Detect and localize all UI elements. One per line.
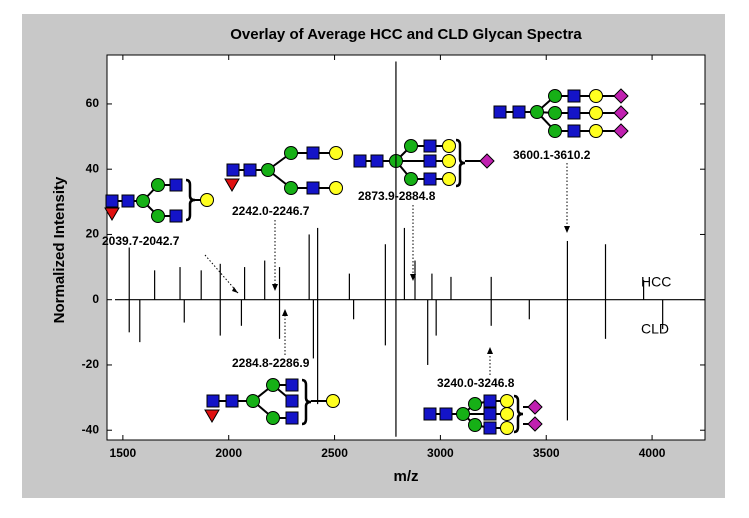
annotation: 2039.7-2042.7 [102, 234, 180, 248]
annotation: 3600.1-3610.2 [513, 148, 591, 162]
glycan-circle [548, 106, 562, 120]
x-tick-label: 2500 [321, 446, 348, 460]
glycan-diamond [613, 105, 629, 121]
annotation: 2242.0-2246.7 [232, 204, 310, 218]
glycan-circle [468, 397, 482, 411]
glycan-square [285, 394, 299, 408]
glycan-square [567, 89, 581, 103]
glycan-circle [530, 105, 544, 119]
glycan-circle [329, 146, 343, 160]
glycan-circle [151, 178, 165, 192]
glycan-circle [442, 139, 456, 153]
series-label: CLD [641, 321, 669, 337]
glycan-circle [468, 418, 482, 432]
glycan-square [285, 378, 299, 392]
glycan-icons [104, 88, 629, 435]
chart-title: Overlay of Average HCC and CLD Glycan Sp… [230, 26, 582, 43]
glycan-square [105, 194, 119, 208]
glycan-square [512, 105, 526, 119]
glycan-circle [284, 146, 298, 160]
glycan-square [353, 154, 367, 168]
annotation: 2873.9-2884.8 [358, 189, 436, 203]
y-tick-label: 0 [92, 292, 99, 306]
x-tick-label: 4000 [639, 446, 666, 460]
glycan-diamond [479, 153, 495, 169]
glycan-circle [266, 378, 280, 392]
glycan-square [423, 407, 437, 421]
x-tick-label: 3500 [533, 446, 560, 460]
glycan-square [483, 407, 497, 421]
glycan-circle [500, 394, 514, 408]
glycan-circle [329, 181, 343, 195]
glycan-square [567, 124, 581, 138]
y-tick-label: 40 [86, 161, 100, 175]
glycan-diamond [527, 416, 543, 432]
glycan-square [567, 106, 581, 120]
glycan-square [206, 394, 220, 408]
glycan-triangle [204, 409, 220, 423]
glycan-circle [151, 209, 165, 223]
glycan-circle [404, 139, 418, 153]
glycan-circle [589, 124, 603, 138]
glycan-circle [261, 163, 275, 177]
y-tick-label: 20 [86, 227, 100, 241]
glycan-circle [500, 421, 514, 435]
glycan-circle [266, 411, 280, 425]
glycan-square [226, 163, 240, 177]
glycan-triangle [224, 178, 240, 192]
glycan-square [243, 163, 257, 177]
glycan-circle [136, 194, 150, 208]
glycan-circle [326, 394, 340, 408]
glycan-square [121, 194, 135, 208]
glycan-circle [284, 181, 298, 195]
glycan-circle [456, 407, 470, 421]
arrow [204, 254, 239, 294]
y-tick-label: -40 [82, 422, 100, 436]
glycan-circle [200, 193, 214, 207]
glycan-square [439, 407, 453, 421]
annotation: 2284.8-2286.9 [232, 356, 310, 370]
glycan-square [169, 209, 183, 223]
glycan-circle [246, 394, 260, 408]
glycan-bracket [513, 394, 524, 434]
arrows [204, 163, 570, 375]
glycan-square [423, 172, 437, 186]
x-tick-label: 3000 [427, 446, 454, 460]
glycan-circle [589, 89, 603, 103]
glycan-square [370, 154, 384, 168]
x-tick-label: 1500 [110, 446, 137, 460]
glycan-square [285, 411, 299, 425]
glycan-circle [548, 124, 562, 138]
glycan-circle [442, 154, 456, 168]
glycan-circle [548, 89, 562, 103]
y-axis-label: Normalized Intensity [51, 176, 68, 323]
glycan-square [493, 105, 507, 119]
series-label: HCC [641, 274, 671, 290]
glycan-circle [500, 407, 514, 421]
glycan-square [423, 139, 437, 153]
glycan-bracket [455, 138, 466, 188]
glycan-square [483, 394, 497, 408]
glycan-circle [442, 172, 456, 186]
x-tick-label: 2000 [215, 446, 242, 460]
glycan-square [169, 178, 183, 192]
glycan-square [306, 181, 320, 195]
glycan-square [423, 154, 437, 168]
glycan-circle [404, 172, 418, 186]
y-tick-label: 60 [86, 96, 100, 110]
glycan-square [306, 146, 320, 160]
glycan-diamond [613, 123, 629, 139]
glycan-diamond [613, 88, 629, 104]
glycan-square [225, 394, 239, 408]
glycan-circle [589, 106, 603, 120]
glycan-triangle [104, 207, 120, 221]
y-tick-label: -20 [82, 357, 100, 371]
glycan-diamond [527, 399, 543, 415]
annotation: 3240.0-3246.8 [437, 376, 515, 390]
glycan-square [483, 421, 497, 435]
x-axis-label: m/z [393, 468, 418, 485]
